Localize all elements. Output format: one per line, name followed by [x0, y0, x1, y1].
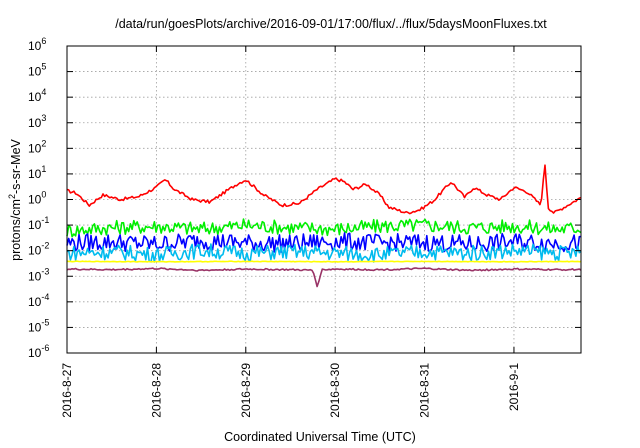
- series-line: [66, 267, 582, 288]
- y-tick-label: 10-2: [28, 241, 49, 258]
- x-axis-label: Coordinated Universal Time (UTC): [224, 430, 416, 444]
- x-tick-label: 2016-8-30: [328, 363, 342, 418]
- y-axis-label-prefix: protons/cm: [9, 199, 23, 261]
- y-tick-label: 102: [28, 138, 46, 155]
- y-tick-label: 101: [28, 164, 46, 181]
- ticks: 10-6 10-5 10-4 10-3 10-2 10-1 100 101 102 103 104 1…: [28, 36, 581, 418]
- y-axis-label: protons/cm2-s-sr-MeV: [7, 138, 23, 260]
- y-tick-label: 10-3: [28, 266, 49, 283]
- x-tick-label: 2016-8-27: [60, 363, 74, 418]
- chart-title: /data/run/goesPlots/archive/2016-09-01/1…: [115, 17, 547, 31]
- y-tick-label: 105: [28, 62, 46, 79]
- series-line: [66, 243, 582, 263]
- y-tick-label: 10-1: [28, 215, 49, 232]
- y-tick-label: 10-4: [28, 292, 49, 309]
- grid: [67, 46, 581, 353]
- y-tick-label: 10-6: [28, 343, 49, 360]
- x-tick-label: 2016-9-1: [507, 363, 521, 411]
- x-tick-label: 2016-8-29: [239, 363, 253, 418]
- y-axis-label-suffix: -s-sr-MeV: [9, 138, 23, 194]
- series-line: [66, 164, 582, 215]
- series-line: [66, 232, 582, 253]
- y-tick-label: 10-5: [28, 317, 49, 334]
- y-tick-label: 100: [28, 190, 46, 207]
- y-axis-label-sup: 2: [7, 194, 17, 199]
- y-tick-label: 104: [28, 87, 46, 104]
- series-layer: [66, 164, 582, 288]
- y-tick-label: 103: [28, 113, 46, 130]
- x-tick-label: 2016-8-31: [418, 363, 432, 418]
- x-tick-label: 2016-8-28: [149, 363, 163, 418]
- series-line: [66, 218, 582, 238]
- series-line: [66, 260, 582, 263]
- y-tick-label: 106: [28, 36, 46, 53]
